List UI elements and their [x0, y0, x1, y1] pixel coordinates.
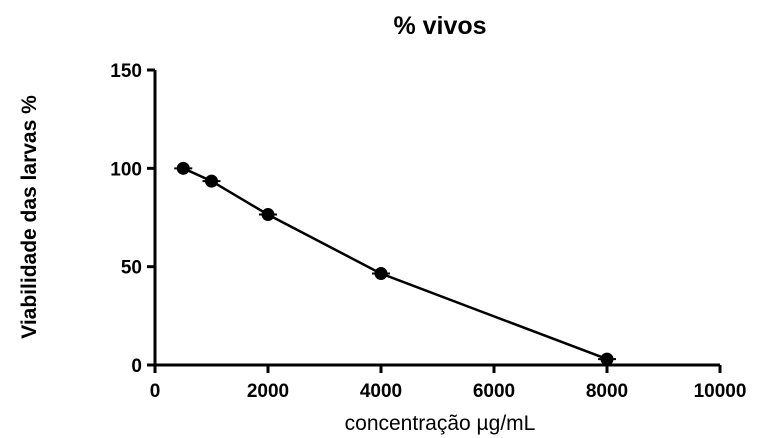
y-tick-label: 50 [121, 258, 142, 279]
x-tick-label: 6000 [473, 381, 515, 402]
y-tick-label: 150 [110, 61, 142, 82]
series-line [182, 167, 608, 361]
axes: 0 50 100 150 0 2000 4000 6000 8000 10000 [110, 61, 746, 402]
y-axis-label: Viabilidade das larvas % [18, 95, 41, 339]
y-tick-label: 100 [110, 159, 142, 180]
series-layer [174, 161, 616, 366]
data-point [176, 161, 190, 175]
data-point [261, 208, 275, 222]
x-tick-label: 2000 [247, 381, 289, 402]
data-point [374, 267, 388, 281]
x-tick-label: 10000 [694, 381, 747, 402]
x-tick-label: 0 [150, 381, 161, 402]
y-tick-label: 0 [131, 356, 142, 377]
x-tick-label: 4000 [360, 381, 402, 402]
data-point [600, 352, 614, 366]
x-axis-label: concentração µg/mL [345, 412, 536, 435]
chart-title: % vivos [393, 12, 486, 40]
data-point [205, 174, 218, 188]
x-tick-label: 8000 [586, 381, 628, 402]
